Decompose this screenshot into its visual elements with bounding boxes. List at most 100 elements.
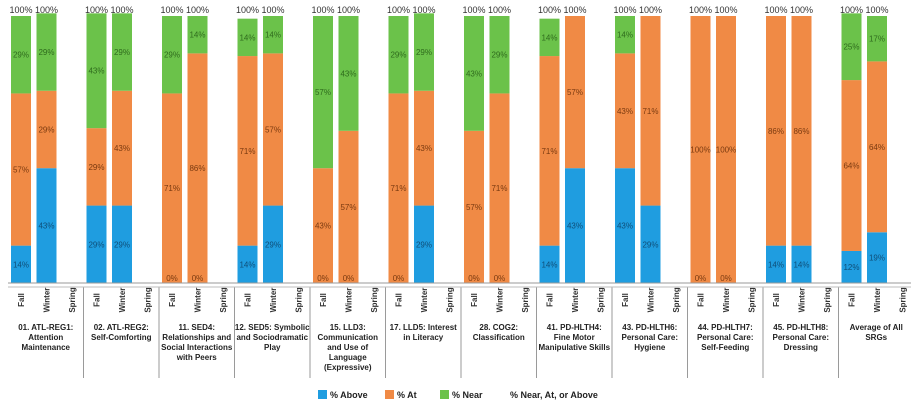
bar-segment-near — [263, 16, 283, 54]
group-label: with Peers — [176, 353, 218, 362]
data-label-at: 71% — [239, 147, 255, 156]
data-label-near: 14% — [189, 31, 205, 40]
bar-segment-near — [187, 16, 208, 54]
group-label: 41. PD-HLTH4: — [547, 323, 602, 332]
legend-swatch — [318, 390, 327, 399]
season-label: Spring — [748, 287, 757, 312]
bar-segment-near — [539, 18, 560, 57]
season-label: Spring — [219, 287, 228, 312]
data-label-at: 43% — [416, 144, 432, 153]
season-label: Spring — [521, 287, 530, 312]
data-label-above: 0% — [695, 274, 707, 283]
data-label-total: 100% — [488, 5, 511, 15]
data-label-near: 17% — [869, 35, 885, 44]
season-label: Fall — [697, 293, 706, 307]
bar-segment-at — [489, 93, 510, 284]
season-label: Spring — [597, 287, 606, 312]
data-label-total: 100% — [639, 5, 662, 15]
data-label-above: 0% — [317, 274, 329, 283]
season-label: Winter — [571, 288, 580, 313]
bar-segment-near — [237, 18, 258, 57]
data-label-above: 0% — [192, 274, 204, 283]
data-label-near: 29% — [416, 48, 432, 57]
group-label: Hygiene — [634, 343, 666, 352]
bar-segment-above — [640, 205, 661, 283]
data-label-at: 100% — [690, 146, 710, 155]
season-label: Spring — [144, 287, 153, 312]
data-label-total: 100% — [261, 5, 284, 15]
bar-segment-near — [414, 13, 434, 91]
season-label: Fall — [848, 293, 857, 307]
bar-segment-near — [841, 13, 862, 81]
bar-segment-above — [565, 168, 585, 283]
data-label-near: 14% — [541, 33, 557, 42]
data-label-at: 86% — [768, 127, 784, 136]
bar-segment-at — [716, 16, 736, 283]
data-label-above: 0% — [343, 274, 355, 283]
group-label: Dressing — [784, 343, 818, 352]
bar-segment-above — [867, 232, 887, 283]
data-label-at: 100% — [716, 146, 736, 155]
data-label-near: 43% — [340, 69, 356, 78]
season-label: Winter — [194, 288, 203, 313]
data-label-above: 12% — [843, 263, 859, 272]
season-label: Fall — [17, 293, 26, 307]
bar-segment-near — [86, 13, 107, 129]
data-label-at: 57% — [13, 166, 29, 175]
group-label: (Expressive) — [324, 363, 372, 372]
data-label-at: 71% — [491, 184, 507, 193]
data-label-total: 100% — [840, 5, 863, 15]
data-label-total: 100% — [236, 5, 259, 15]
data-label-near: 29% — [164, 51, 180, 60]
data-label-above: 14% — [793, 260, 809, 269]
data-label-near: 29% — [13, 51, 29, 60]
group-label: 17. LLD5: Interest — [390, 323, 457, 332]
season-label: Fall — [395, 293, 404, 307]
data-label-total: 100% — [35, 5, 58, 15]
legend-swatch — [440, 390, 449, 399]
data-label-at: 43% — [315, 222, 331, 231]
bar-segment-at — [539, 56, 560, 246]
bar-segment-near — [464, 16, 484, 131]
legend-label: % Near — [452, 390, 483, 400]
data-label-total: 100% — [110, 5, 133, 15]
data-label-near: 14% — [617, 31, 633, 40]
legend-label: % Near, At, or Above — [510, 390, 598, 400]
bar-segment-near — [338, 16, 359, 131]
data-label-at: 57% — [567, 88, 583, 97]
bar-segment-at — [791, 16, 812, 246]
data-label-at: 71% — [390, 184, 406, 193]
data-label-above: 0% — [166, 274, 178, 283]
bar-segment-at — [464, 130, 484, 283]
bar-segment-above — [615, 168, 635, 283]
bar-segment-at — [867, 61, 887, 233]
bar-segment-above — [263, 205, 283, 283]
group-label: Self-Feeding — [701, 343, 749, 352]
group-label: Fine Motor — [554, 333, 595, 342]
data-label-above: 43% — [567, 222, 583, 231]
season-label: Winter — [420, 288, 429, 313]
data-label-total: 100% — [311, 5, 334, 15]
bar-segment-at — [841, 80, 862, 251]
data-label-at: 29% — [88, 163, 104, 172]
data-label-total: 100% — [563, 5, 586, 15]
data-label-total: 100% — [689, 5, 712, 15]
season-label: Spring — [899, 287, 908, 312]
data-label-total: 100% — [714, 5, 737, 15]
group-label: Language — [329, 353, 367, 362]
data-label-above: 0% — [393, 274, 405, 283]
data-label-total: 100% — [412, 5, 435, 15]
season-label: Fall — [244, 293, 253, 307]
bar-segment-above — [36, 168, 57, 283]
data-label-above: 19% — [869, 254, 885, 263]
data-label-above: 29% — [642, 240, 658, 249]
data-label-above: 0% — [494, 274, 506, 283]
group-label: Manipulative Skills — [538, 343, 610, 352]
season-label: Winter — [43, 288, 52, 313]
bar-segment-at — [388, 93, 409, 284]
bar-segment-above — [86, 205, 107, 283]
data-label-above: 29% — [114, 240, 130, 249]
bar-segment-at — [414, 90, 434, 206]
bar-segment-near — [162, 16, 182, 94]
data-label-at: 64% — [843, 162, 859, 171]
